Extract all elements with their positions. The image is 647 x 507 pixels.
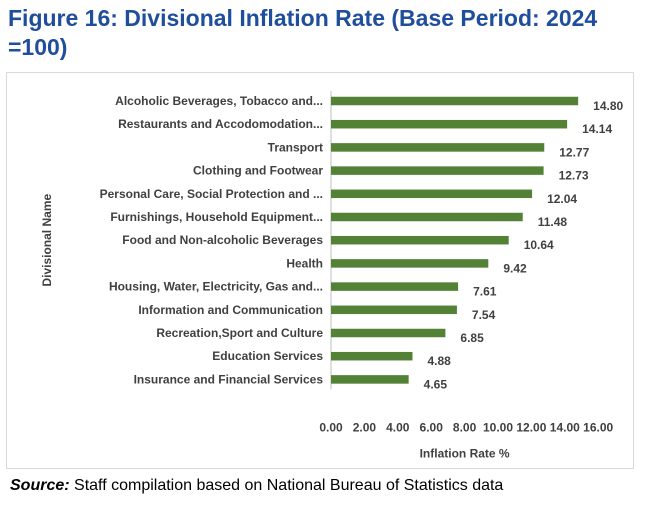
x-tick-label: 10.00 bbox=[483, 420, 513, 434]
category-label: Information and Communication bbox=[138, 303, 323, 317]
category-label: Alcoholic Beverages, Tobacco and... bbox=[115, 94, 323, 108]
bar-chart: 0.00 2.00 4.00 6.00 8.00 10.00 12.00 14.00 16.00… bbox=[40, 91, 624, 460]
x-axis-title: Inflation Rate % bbox=[420, 446, 510, 460]
bar bbox=[331, 96, 579, 106]
bar bbox=[331, 305, 457, 315]
bars-layer: Alcoholic Beverages, Tobacco and... 14.80… bbox=[100, 94, 624, 391]
category-label: Clothing and Footwear bbox=[193, 164, 323, 178]
source-label: Source: bbox=[10, 477, 70, 494]
bar bbox=[331, 328, 446, 338]
data-label: 11.48 bbox=[538, 215, 568, 229]
x-tick-label: 2.00 bbox=[353, 420, 377, 434]
category-label: Transport bbox=[268, 140, 323, 154]
category-label: Health bbox=[286, 256, 323, 270]
axis-layer: 0.00 2.00 4.00 6.00 8.00 10.00 12.00 14.00 16.00 bbox=[319, 91, 614, 434]
source-text: Staff compilation based on National Bure… bbox=[74, 477, 504, 494]
data-label: 14.80 bbox=[593, 99, 623, 113]
x-tick-label: 16.00 bbox=[583, 420, 613, 434]
bar bbox=[331, 212, 523, 222]
x-tick-label: 12.00 bbox=[516, 420, 546, 434]
category-label: Furnishings, Household Equipment... bbox=[110, 210, 323, 224]
figure-title: Figure 16: Divisional Inflation Rate (Ba… bbox=[8, 5, 598, 60]
bar bbox=[331, 143, 545, 152]
bar bbox=[331, 235, 509, 245]
data-label: 9.42 bbox=[503, 261, 527, 275]
category-label: Food and Non-alcoholic Beverages bbox=[122, 233, 323, 247]
bar bbox=[331, 375, 409, 384]
category-label: Insurance and Financial Services bbox=[134, 372, 324, 386]
data-label: 12.04 bbox=[547, 192, 577, 206]
data-label: 10.64 bbox=[524, 238, 554, 252]
category-label: Education Services bbox=[212, 349, 323, 363]
bar bbox=[331, 259, 489, 268]
x-tick-label: 4.00 bbox=[386, 420, 410, 434]
data-label: 4.65 bbox=[424, 377, 448, 391]
data-label: 12.73 bbox=[559, 169, 589, 183]
bar bbox=[331, 351, 413, 361]
bar bbox=[331, 119, 568, 129]
x-tick-label: 0.00 bbox=[319, 420, 343, 434]
bar bbox=[331, 189, 533, 199]
x-tick-label: 14.00 bbox=[550, 420, 580, 434]
category-label: Personal Care, Social Protection and ... bbox=[100, 187, 323, 201]
source-note: Source: Staff compilation based on Natio… bbox=[10, 477, 503, 495]
category-label: Restaurants and Accodomodation... bbox=[118, 117, 323, 131]
data-label: 4.88 bbox=[427, 354, 451, 368]
x-tick-label: 8.00 bbox=[453, 420, 477, 434]
bar bbox=[331, 282, 459, 291]
category-label: Recreation,Sport and Culture bbox=[156, 326, 323, 340]
chart-frame: 0.00 2.00 4.00 6.00 8.00 10.00 12.00 14.00 16.00… bbox=[6, 72, 634, 469]
data-label: 12.77 bbox=[559, 145, 589, 159]
data-label: 7.61 bbox=[473, 285, 497, 299]
bar bbox=[331, 166, 544, 175]
category-label: Housing, Water, Electricity, Gas and... bbox=[109, 280, 323, 294]
data-label: 7.54 bbox=[472, 308, 496, 322]
data-label: 14.14 bbox=[582, 122, 612, 136]
x-tick-label: 6.00 bbox=[420, 420, 444, 434]
y-axis-title: Divisional Name bbox=[40, 194, 54, 287]
data-label: 6.85 bbox=[460, 331, 484, 345]
